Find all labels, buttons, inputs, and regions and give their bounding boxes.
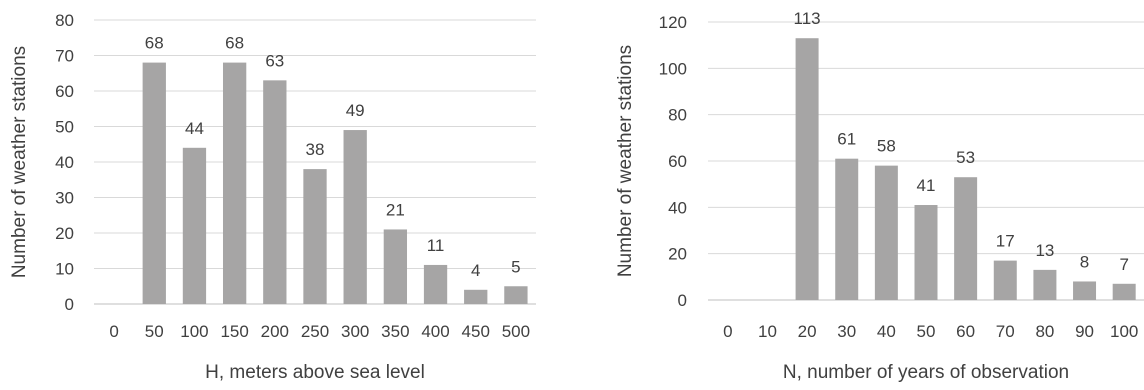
bar: [142, 62, 166, 304]
data-label: 21: [386, 200, 405, 219]
bar: [914, 205, 938, 300]
bars: [142, 62, 528, 304]
data-label: 49: [346, 101, 365, 120]
x-tick-label: 30: [837, 322, 856, 341]
data-label: 41: [917, 176, 936, 195]
x-tick-labels: 0 50 100 150 200 250 300 350 400 450 500: [109, 322, 530, 341]
y-tick-label: 50: [55, 118, 74, 137]
x-tick-label: 0: [109, 322, 118, 341]
x-axis-label: H, meters above sea level: [205, 362, 425, 383]
y-axis-label: Number of weather stations: [615, 45, 636, 277]
y-tick-label: 10: [55, 260, 74, 279]
y-tick-label: 120: [659, 13, 687, 32]
y-tick-label: 60: [55, 82, 74, 101]
bar: [222, 62, 247, 304]
x-tick-label: 50: [145, 322, 164, 341]
bar: [464, 289, 488, 304]
bar: [343, 130, 367, 304]
chart-observation-years: 0 20 40 60 80 100 120 113 61 58 41 53 17 13 8 7 0 10 20 3…: [580, 0, 1144, 385]
x-tick-label: 60: [956, 322, 975, 341]
y-tick-label: 30: [55, 189, 74, 208]
y-tick-label: 60: [668, 152, 687, 171]
y-tick-label: 0: [65, 295, 74, 314]
data-labels: 68 44 68 63 38 49 21 11 4 5: [145, 34, 521, 280]
x-tick-label: 100: [1110, 322, 1138, 341]
bar: [993, 260, 1017, 300]
x-tick-label: 90: [1075, 322, 1094, 341]
bar: [504, 286, 528, 304]
data-label: 53: [956, 148, 975, 167]
x-tick-label: 50: [917, 322, 936, 341]
y-tick-label: 20: [668, 245, 687, 264]
data-labels: 113 61 58 41 53 17 13 8 7: [794, 9, 1129, 274]
bar: [383, 229, 408, 304]
data-label: 13: [1035, 241, 1054, 260]
bar: [1073, 281, 1097, 300]
y-tick-label: 0: [678, 291, 687, 310]
data-label: 7: [1119, 255, 1128, 274]
x-tick-label: 500: [502, 322, 530, 341]
data-label: 17: [996, 232, 1015, 251]
bar: [874, 165, 898, 300]
bars: [795, 38, 1136, 300]
bar: [835, 158, 859, 300]
bar: [263, 80, 287, 304]
chart-elevation-svg: 0 10 20 30 40 50 60 70 80 68 44 68 63 38 49 21 11 4 5 0 50…: [9, 11, 536, 383]
x-tick-label: 150: [220, 322, 248, 341]
y-tick-label: 70: [55, 47, 74, 66]
data-label: 44: [185, 119, 204, 138]
data-label: 63: [265, 51, 284, 70]
x-tick-labels: 0 10 20 30 40 50 60 70 80 90 100: [723, 322, 1138, 341]
grid-lines: [94, 19, 536, 305]
data-label: 58: [877, 137, 896, 156]
x-tick-label: 450: [462, 322, 490, 341]
chart-observation-years-svg: 0 20 40 60 80 100 120 113 61 58 41 53 17 13 8 7 0 10 20 3…: [615, 9, 1144, 383]
data-label: 38: [306, 140, 325, 159]
x-tick-label: 0: [723, 322, 732, 341]
x-tick-label: 400: [421, 322, 449, 341]
y-tick-label: 80: [55, 11, 74, 30]
y-tick-label: 20: [55, 224, 74, 243]
data-label: 4: [471, 261, 480, 280]
y-tick-labels: 0 10 20 30 40 50 60 70 80: [55, 11, 74, 314]
y-tick-label: 40: [668, 198, 687, 217]
y-tick-label: 40: [55, 153, 74, 172]
x-tick-label: 300: [341, 322, 369, 341]
y-tick-labels: 0 20 40 60 80 100 120: [659, 13, 687, 310]
x-tick-label: 20: [798, 322, 817, 341]
data-label: 8: [1080, 252, 1089, 271]
y-tick-label: 100: [659, 59, 687, 78]
chart-elevation: 0 10 20 30 40 50 60 70 80 68 44 68 63 38 49 21 11 4 5 0 50…: [0, 0, 560, 385]
x-tick-label: 350: [381, 322, 409, 341]
data-label: 61: [837, 130, 856, 149]
data-label: 113: [794, 9, 821, 28]
x-axis-label: N, number of years of observation: [783, 362, 1069, 383]
bar: [423, 264, 448, 304]
data-label: 68: [225, 34, 244, 53]
bar: [182, 147, 207, 304]
bar: [795, 38, 819, 300]
x-tick-label: 40: [877, 322, 896, 341]
x-tick-label: 250: [301, 322, 329, 341]
bar: [954, 177, 978, 300]
x-tick-label: 10: [758, 322, 777, 341]
x-tick-label: 100: [180, 322, 208, 341]
y-axis-label: Number of weather stations: [9, 46, 30, 278]
data-label: 68: [145, 34, 164, 53]
x-tick-label: 80: [1035, 322, 1054, 341]
bar: [1112, 283, 1136, 300]
x-tick-label: 200: [261, 322, 289, 341]
y-tick-label: 80: [668, 106, 687, 125]
data-label: 11: [427, 236, 445, 255]
x-tick-label: 70: [996, 322, 1015, 341]
bar: [1033, 269, 1057, 300]
data-label: 5: [511, 257, 520, 276]
bar: [303, 169, 327, 304]
